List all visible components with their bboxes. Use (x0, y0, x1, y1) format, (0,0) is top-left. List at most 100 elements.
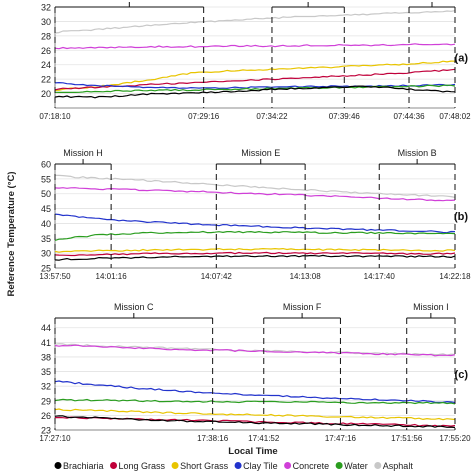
legend-marker (335, 462, 343, 469)
series-line-brachiaria (54, 85, 456, 99)
mission-label: Mission I (413, 302, 449, 312)
mission-bracket: Mission B (378, 148, 456, 268)
series-line-long-grass (54, 251, 456, 257)
series-line-clay-tile (54, 380, 456, 404)
x-tick-label: 17:41:52 (248, 434, 280, 443)
x-tick-label: 07:44:36 (393, 112, 425, 121)
y-tick-label: 20 (41, 89, 51, 99)
mission-label: Mission F (283, 302, 322, 312)
y-tick-label: 45 (41, 204, 51, 214)
series-line-brachiaria (54, 254, 456, 261)
mission-label: Mission H (63, 148, 103, 158)
legend-item: Asphalt (374, 461, 413, 471)
y-tick-label: 35 (41, 367, 51, 377)
x-tick-label: 07:18:10 (39, 112, 71, 121)
legend-item: Water (335, 461, 368, 471)
mission-bracket: Mission C (54, 302, 214, 430)
x-tick-label: 14:01:16 (96, 272, 128, 281)
legend-marker (54, 462, 62, 469)
mission-bracket (271, 2, 345, 108)
legend-label: Clay Tile (243, 461, 278, 471)
x-tick-label: 14:13:08 (290, 272, 322, 281)
y-tick-label: 44 (41, 323, 51, 333)
y-tick-label: 55 (41, 174, 51, 184)
series-line-asphalt (54, 174, 456, 198)
y-tick-label: 32 (41, 3, 51, 13)
panel-b: 25 30 35 40 45 50 55 60 13:57:50 14:01:16 14:07:42… (39, 148, 471, 281)
y-tick-label: 28 (41, 31, 51, 41)
y-tick-label: 24 (41, 60, 51, 70)
legend-item: Long Grass (110, 461, 166, 471)
series-line-concrete (54, 187, 456, 202)
panel-label: (a) (455, 53, 469, 65)
legend-label: Asphalt (383, 461, 414, 471)
series-line-short-grass (54, 60, 456, 91)
mission-label: Mission B (398, 148, 437, 158)
series-line-concrete (54, 344, 456, 357)
series-line-brachiaria (54, 415, 456, 429)
x-tick-label: 07:39:46 (329, 112, 361, 121)
mission-label: Mission C (114, 302, 154, 312)
y-tick-label: 32 (41, 382, 51, 392)
y-tick-label: 29 (41, 396, 51, 406)
y-axis-label: Reference Temperature (°C) (6, 171, 17, 296)
y-tick-label: 30 (41, 17, 51, 27)
y-tick-label: 40 (41, 219, 51, 229)
panel-a: 20 22 24 26 28 30 32 07:18:10 07:29:16 07:34:22 07… (39, 2, 471, 121)
legend-label: Long Grass (119, 461, 166, 471)
legend: Brachiaria Long Grass Short Grass Clay Tile… (54, 461, 413, 471)
x-tick-label: 17:47:16 (325, 434, 357, 443)
series-line-asphalt (54, 10, 456, 34)
y-tick-label: 41 (41, 338, 51, 348)
x-tick-label: 17:51:56 (391, 434, 423, 443)
legend-label: Short Grass (180, 461, 229, 471)
x-tick-label: 17:55:20 (439, 434, 471, 443)
x-tick-label: 13:57:50 (39, 272, 71, 281)
x-tick-label: 17:27:10 (39, 434, 71, 443)
series-line-short-grass (54, 248, 456, 253)
y-tick-label: 38 (41, 352, 51, 362)
series-line-clay-tile (54, 81, 456, 90)
panel-label: (c) (455, 369, 469, 381)
x-tick-label: 07:48:02 (439, 112, 471, 121)
series-line-asphalt (54, 343, 456, 356)
legend-item: Brachiaria (54, 461, 104, 471)
mission-bracket: Mission F (263, 302, 341, 430)
y-tick-label: 22 (41, 75, 51, 85)
legend-item: Short Grass (171, 461, 229, 471)
mission-bracket: Mission I (406, 302, 456, 430)
series-line-concrete (54, 43, 456, 50)
y-tick-label: 23 (41, 426, 51, 436)
y-tick-label: 25 (41, 264, 51, 274)
series-line-water (54, 398, 456, 405)
legend-label: Water (344, 461, 368, 471)
y-tick-label: 30 (41, 249, 51, 259)
mission-bracket: Mission E (215, 148, 306, 268)
legend-label: Concrete (293, 461, 330, 471)
legend-marker (171, 462, 179, 469)
x-tick-label: 07:34:22 (256, 112, 288, 121)
legend-marker (374, 462, 382, 469)
y-tick-label: 26 (41, 411, 51, 421)
series-line-clay-tile (54, 213, 456, 234)
legend-label: Brachiaria (63, 461, 104, 471)
legend-marker (284, 462, 292, 469)
panel-label: (b) (454, 211, 468, 223)
y-tick-label: 50 (41, 189, 51, 199)
x-tick-label: 14:17:40 (364, 272, 396, 281)
y-tick-label: 26 (41, 46, 51, 56)
panel-c: 23 26 29 32 35 38 41 44 17:27:10 17:38:16 17:41:52… (39, 302, 471, 443)
x-tick-label: 17:38:16 (197, 434, 229, 443)
legend-item: Concrete (284, 461, 329, 471)
mission-bracket: Mission H (54, 148, 112, 268)
series-line-water (54, 230, 456, 241)
x-tick-label: 14:07:42 (201, 272, 233, 281)
series-line-short-grass (54, 408, 456, 421)
y-tick-label: 35 (41, 234, 51, 244)
mission-bracket (54, 2, 205, 108)
legend-item: Clay Tile (234, 461, 278, 471)
legend-marker (110, 462, 118, 469)
x-axis-label: Local Time (228, 446, 277, 457)
mission-label: Mission E (241, 148, 280, 158)
